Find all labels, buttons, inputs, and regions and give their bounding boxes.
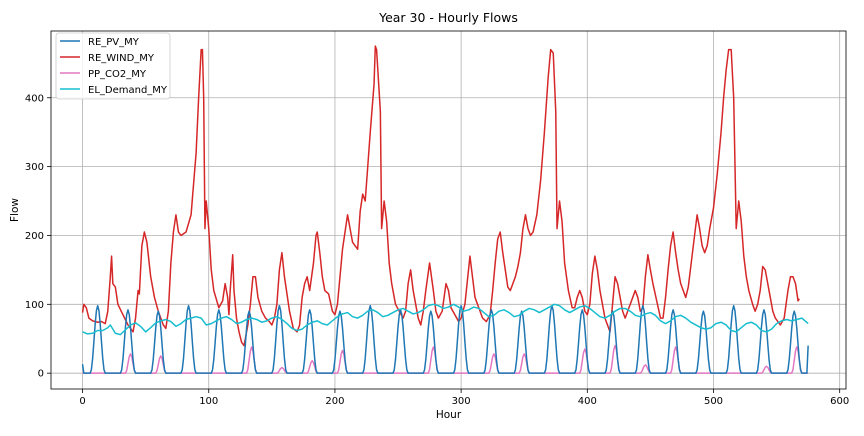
legend-entry-el-demand: EL_Demand_MY	[60, 85, 168, 96]
series-line-re-wind-my	[81, 45, 800, 347]
legend: RE_PV_MY RE_WIND_MY PP_CO2_MY EL_Demand_…	[55, 32, 171, 100]
series-line-re-pv-my	[81, 304, 809, 374]
legend-label: EL_Demand_MY	[88, 85, 168, 96]
y-axis-ticks: 0 100 200 300 400	[25, 93, 51, 380]
x-axis-label: Hour	[436, 409, 462, 421]
y-tick-label: 300	[25, 162, 44, 173]
legend-label: RE_PV_MY	[88, 37, 140, 48]
x-tick-label: 400	[578, 396, 597, 407]
legend-entry-pp-co2: PP_CO2_MY	[60, 69, 147, 80]
legend-label: PP_CO2_MY	[88, 69, 147, 80]
y-tick-label: 200	[25, 231, 44, 242]
x-tick-label: 300	[452, 396, 471, 407]
axes-frame	[50, 30, 847, 390]
x-tick-label: 0	[79, 396, 85, 407]
legend-box	[55, 32, 171, 100]
x-tick-label: 500	[704, 396, 723, 407]
y-axis-label: Flow	[9, 198, 21, 222]
series-line-el-demand-my	[82, 303, 809, 336]
x-tick-label: 600	[830, 396, 849, 407]
chart-title: Year 30 - Hourly Flows	[378, 10, 518, 25]
y-tick-label: 0	[38, 369, 44, 380]
legend-entry-re-pv: RE_PV_MY	[60, 37, 140, 48]
x-tick-label: 100	[199, 396, 218, 407]
y-tick-label: 100	[25, 300, 44, 311]
legend-entry-re-wind: RE_WIND_MY	[60, 53, 155, 64]
x-tick-label: 200	[325, 396, 344, 407]
plot-lines	[81, 45, 809, 374]
legend-label: RE_WIND_MY	[88, 53, 155, 64]
x-axis-ticks: 0 100 200 300 400 500 600	[79, 389, 849, 407]
y-tick-label: 400	[25, 93, 44, 104]
